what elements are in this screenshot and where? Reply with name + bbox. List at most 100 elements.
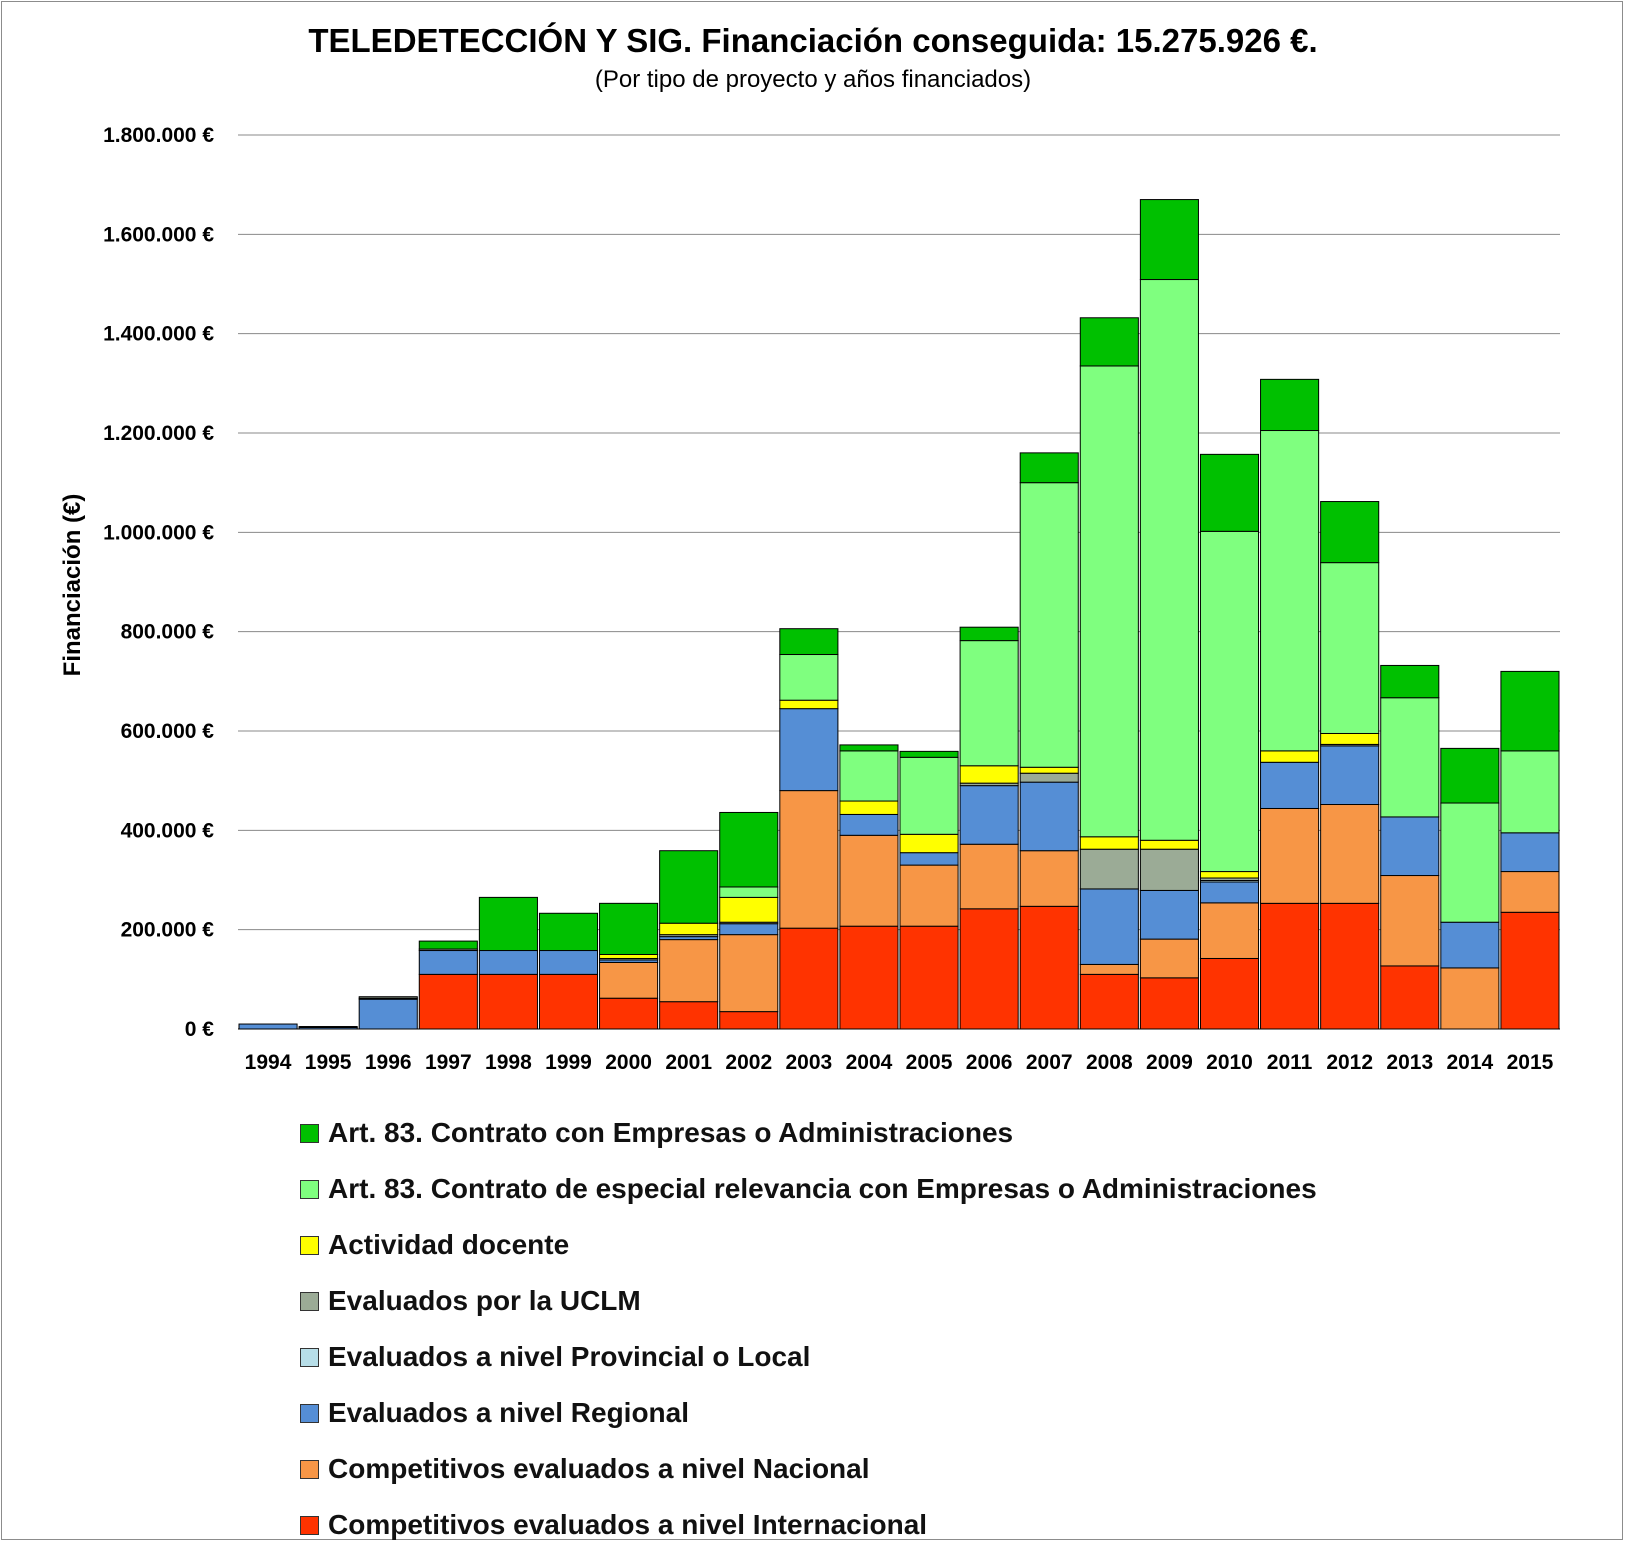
bar-segment [1139,938,1199,979]
bar-segment [599,997,659,1030]
bar-segment [1199,453,1260,532]
bar-segment [1320,732,1380,745]
bar-segment [1079,848,1139,890]
bar-segment [538,912,599,952]
bar-segment [1079,365,1139,838]
legend-item: Evaluados a nivel Provincial o Local [300,1329,1317,1385]
bar-segment [1079,888,1139,965]
bar-segment [418,950,478,975]
chart-subtitle: (Por tipo de proyecto y años financiados… [594,66,1032,93]
y-tick-label: 1.400.000 € [103,323,214,346]
x-tick-label: 2008 [1086,1051,1133,1074]
bar-segment [599,961,659,999]
bar-segment [839,813,899,836]
x-tick-label: 1995 [305,1051,352,1074]
bar-segment [1320,562,1380,734]
y-tick-label: 200.000 € [121,919,215,942]
bar-segment [1260,430,1320,752]
x-tick-label: 2001 [665,1051,712,1074]
bar-segment [1440,921,1500,969]
bar-segment [1139,199,1199,281]
x-tick-label: 2015 [1507,1051,1554,1074]
bar-segment [1380,965,1440,1030]
bar-segment [1260,378,1320,432]
bar-segment [1320,745,1380,806]
legend-label: Competitivos evaluados a nivel Nacional [328,1453,870,1484]
bar-segment [1139,839,1199,850]
bar-segment [719,886,779,898]
legend-label: Art. 83. Contrato de especial relevancia… [328,1173,1317,1204]
bars [238,199,1560,1030]
bar-segment [719,896,779,923]
legend-item: Actividad docente [300,1217,1317,1273]
bar-segment [1199,530,1260,873]
x-axis-ticks: 1994 1995 1996 1997 1998 1999 2000 2001 2002 2003… [245,1051,1554,1074]
bar-segment [839,925,899,1030]
bar-segment [719,1011,779,1030]
bar-segment [1139,279,1199,841]
bar-segment [659,1001,719,1030]
bar-segment [779,654,839,701]
bar-segment [1079,963,1139,975]
legend-label: Actividad docente [328,1229,570,1260]
bar-segment [719,934,779,1013]
legend-item: Art. 83. Contrato con Empresas o Adminis… [300,1105,1317,1161]
bar-segment [1019,772,1079,783]
y-axis-label: Financiación (€) [59,494,86,677]
legend: Art. 83. Contrato con Empresas o Adminis… [300,1105,1317,1553]
x-tick-label: 2014 [1447,1051,1494,1074]
bar-segment [358,998,418,1030]
bar-segment [1500,871,1560,913]
bar-segment [779,790,839,929]
y-tick-label: 1.000.000 € [103,521,214,544]
x-tick-label: 2005 [906,1051,953,1074]
bar-segment [959,908,1019,1030]
legend-label: Evaluados a nivel Provincial o Local [328,1341,811,1372]
bar-segment [779,927,839,1030]
bar-segment [839,744,899,752]
legend-swatch [300,1459,319,1479]
y-tick-label: 0 € [185,1018,215,1041]
x-tick-label: 1994 [245,1051,292,1074]
x-tick-label: 2000 [605,1051,652,1074]
bar-segment [1079,836,1139,850]
bar-segment [659,922,719,936]
bar-segment [1380,816,1440,877]
x-tick-label: 1997 [425,1051,472,1074]
bar-segment [1260,902,1320,1030]
bar-segment [899,864,959,927]
legend-label: Evaluados por la UCLM [328,1285,641,1316]
x-tick-label: 2011 [1267,1051,1313,1074]
legend-label: Competitivos evaluados a nivel Internaci… [328,1509,928,1540]
bar-segment [1019,482,1079,768]
bar-segment [1199,871,1260,879]
legend-swatch [300,1123,319,1143]
bar-segment [779,699,839,710]
bar-segment [719,923,779,936]
y-tick-label: 800.000 € [121,621,215,644]
bar-segment [599,954,659,959]
bar-segment [719,811,779,888]
bar-segment [899,750,959,758]
legend-item: Competitivos evaluados a nivel Nacional [300,1441,1317,1497]
bar-segment [959,640,1019,767]
bar-segment [418,940,478,950]
bar-segment [659,939,719,1003]
bar-segment [478,973,538,1030]
x-tick-label: 2003 [786,1051,833,1074]
bar-segment [1139,889,1199,940]
bar-segment [1380,664,1440,699]
legend-swatch [300,1291,319,1311]
legend-item: Art. 83. Contrato de especial relevancia… [300,1161,1317,1217]
bar-segment [1199,881,1260,904]
bar-segment [1500,832,1560,873]
bar-segment [1440,967,1500,1030]
legend-swatch [300,1347,319,1367]
legend-swatch [300,1515,319,1535]
bar-segment [899,852,959,866]
legend-swatch [300,1403,319,1423]
bar-segment [238,1023,298,1030]
x-tick-label: 2002 [725,1051,772,1074]
bar-segment [1260,761,1320,809]
